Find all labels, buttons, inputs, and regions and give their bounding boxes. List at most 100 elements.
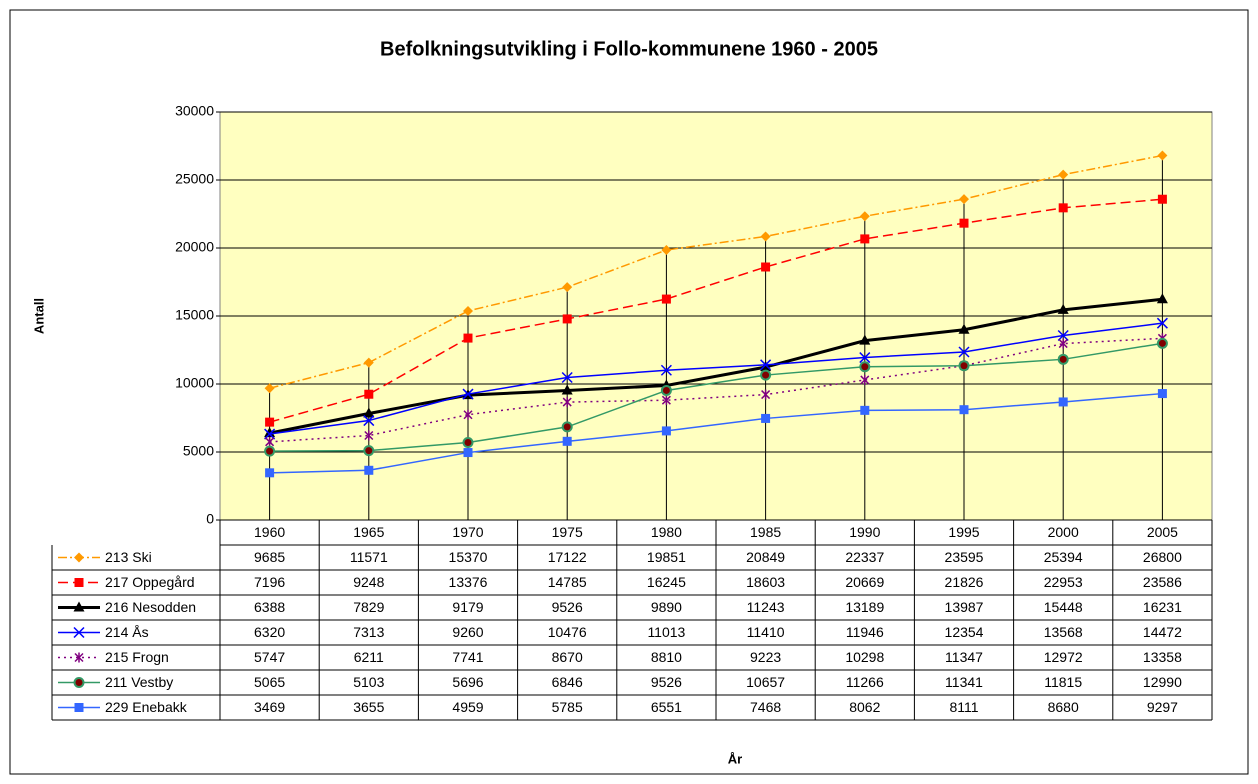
marker [859, 352, 871, 364]
table-value: 4959 [452, 699, 483, 715]
table-value: 9526 [651, 674, 682, 690]
table-value: 13376 [449, 574, 488, 590]
table-value: 11341 [945, 674, 983, 690]
table-value: 11571 [350, 549, 388, 565]
marker [1057, 329, 1069, 342]
marker [859, 361, 871, 373]
table-value: 8670 [552, 649, 583, 665]
legend-label: 217 Oppegård [105, 574, 195, 590]
table-value: 7196 [254, 574, 285, 590]
table-value: 3469 [254, 699, 285, 715]
marker [73, 677, 85, 688]
table-value: 10298 [845, 649, 884, 665]
table-value: 18603 [746, 574, 785, 590]
marker [760, 359, 772, 371]
table-value: 12990 [1143, 674, 1182, 690]
table-value: 11946 [846, 624, 884, 640]
marker [1058, 338, 1068, 349]
table-value: 5065 [254, 674, 285, 690]
series-line [269, 392, 1163, 474]
marker [660, 364, 672, 376]
marker [760, 231, 771, 242]
table-value: 13568 [1044, 624, 1083, 640]
table-value: 5747 [254, 649, 285, 665]
marker [74, 552, 84, 563]
marker [463, 305, 473, 316]
marker [959, 405, 969, 415]
series-line [269, 198, 1163, 423]
marker [1058, 203, 1068, 213]
table-value: 14472 [1143, 624, 1182, 640]
marker [761, 389, 771, 400]
y-tick-label: 30000 [175, 103, 214, 119]
marker [363, 357, 374, 368]
table-value: 17122 [548, 549, 587, 565]
marker [661, 245, 672, 256]
marker [1058, 169, 1069, 180]
table-value: 11347 [945, 649, 983, 665]
series-line [269, 342, 1163, 452]
marker [959, 194, 969, 205]
marker [265, 436, 275, 447]
table-value: 10476 [548, 624, 587, 640]
table-value: 23595 [945, 549, 984, 565]
marker [363, 445, 375, 457]
table-value: 19851 [647, 549, 686, 565]
marker [264, 445, 276, 457]
series-line [269, 297, 1163, 435]
marker [73, 601, 85, 612]
marker [74, 578, 84, 587]
marker [364, 389, 374, 399]
table-value: 9890 [651, 599, 682, 615]
x-tick-label: 1965 [353, 524, 384, 540]
table-value: 23586 [1143, 574, 1182, 590]
table-value: 13987 [945, 599, 984, 615]
series-line [269, 322, 1163, 435]
marker [463, 448, 473, 458]
marker [661, 294, 671, 304]
marker [760, 369, 772, 381]
table-value: 11410 [747, 624, 785, 640]
table-value: 6320 [254, 624, 285, 640]
y-tick-label: 25000 [175, 171, 214, 187]
table-value: 25394 [1044, 549, 1083, 565]
table-value: 6211 [354, 649, 384, 665]
marker [1057, 303, 1069, 314]
legend-label: 211 Vestby [105, 674, 173, 690]
marker [660, 384, 672, 396]
marker [562, 314, 572, 324]
table-value: 15448 [1044, 599, 1083, 615]
marker [364, 465, 374, 475]
series-line [269, 337, 1163, 443]
marker [363, 415, 375, 427]
x-tick-label: 1980 [651, 524, 682, 540]
table-value: 20849 [746, 549, 785, 565]
y-axis-label: Antall [31, 298, 46, 334]
marker [958, 323, 970, 334]
marker [265, 417, 275, 427]
table-value: 21826 [945, 574, 984, 590]
table-value: 10657 [746, 674, 785, 690]
table-value: 16231 [1143, 599, 1182, 615]
table-value: 14785 [548, 574, 587, 590]
marker [561, 384, 573, 395]
table-value: 12972 [1044, 649, 1083, 665]
marker [264, 428, 276, 440]
table-value: 16245 [647, 574, 686, 590]
table-value: 9223 [750, 649, 781, 665]
marker [562, 397, 572, 408]
marker [959, 218, 969, 228]
marker [463, 409, 473, 420]
marker [1156, 293, 1168, 304]
marker [1058, 397, 1068, 407]
x-tick-label: 1990 [849, 524, 880, 540]
table-value: 8062 [849, 699, 880, 715]
table-value: 11013 [647, 624, 685, 640]
table-value: 15370 [449, 549, 488, 565]
table-value: 5696 [452, 674, 483, 690]
marker [1057, 353, 1069, 365]
marker [1157, 150, 1168, 161]
table-value: 9248 [353, 574, 384, 590]
marker [74, 703, 84, 712]
